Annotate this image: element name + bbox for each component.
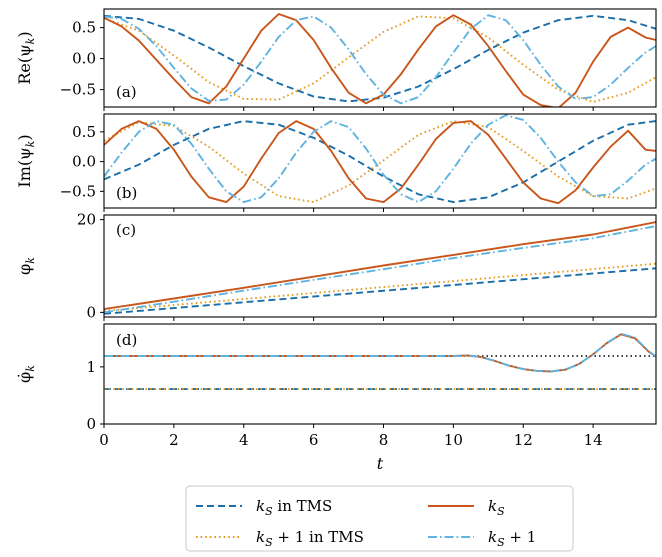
panel-label: (d) [116, 331, 137, 349]
series-kS1-line [104, 114, 656, 204]
legend-label-kS: kS [488, 497, 505, 518]
y-tick-label: 0.5 [72, 19, 96, 37]
panel-label: (a) [116, 83, 137, 101]
series-kS1-line [104, 14, 656, 105]
x-tick-label: 14 [584, 431, 603, 449]
y-tick-label: 0 [86, 415, 96, 433]
series-kS1_tms-line [104, 15, 656, 103]
panel-label: (b) [116, 184, 137, 202]
y-axis-label: Im(ψk) [15, 134, 37, 187]
series-kS-line [104, 13, 656, 107]
series-kS_tms-line [104, 14, 656, 103]
y-tick-label: 0 [86, 303, 96, 321]
y-tick-label: −0.5 [60, 182, 96, 200]
panel-c: 20 0 (c) φk [15, 211, 657, 321]
series-kS1_tms-line [104, 262, 656, 312]
panel-label: (c) [116, 221, 136, 239]
y-axis-label: φk [15, 257, 37, 275]
legend-label-kS_tms: kS in TMS [256, 497, 332, 518]
y-axis-label: Re(ψk) [15, 31, 37, 84]
y-tick-label: 0.0 [72, 153, 96, 171]
series-kS_tms-line [104, 267, 656, 315]
axes-frame [103, 323, 657, 425]
legend-label-kS1_tms: kS + 1 in TMS [256, 528, 364, 549]
series-kS1-line [104, 332, 656, 373]
series-kS1-line [104, 225, 656, 314]
y-tick-label: 1 [86, 358, 96, 376]
y-axis-label: φ̇k [15, 365, 37, 383]
axes-frame [103, 8, 657, 108]
legend-label-kS1: kS + 1 [488, 528, 536, 549]
y-tick-label: 0.0 [72, 50, 96, 68]
x-tick-label: 2 [169, 431, 179, 449]
x-tick-label: 4 [239, 431, 249, 449]
legend-box [185, 485, 574, 552]
y-tick-label: 0.5 [72, 123, 96, 141]
panel-b: 0.5 0.0 −0.5 (b) Im(ψk) [15, 113, 657, 212]
series-kS-line [104, 120, 656, 205]
x-tick-label: 0 [99, 431, 109, 449]
x-tick-label: 10 [444, 431, 463, 449]
panel-a: 0.5 0.0 −0.5 (a) Re(ψk) [15, 8, 657, 111]
series-kS-line [104, 221, 656, 311]
series-kS_tms-line [104, 120, 656, 204]
y-tick-label: −0.5 [60, 81, 96, 99]
x-tick-label: 8 [379, 431, 389, 449]
legend: kS in TMS kS kS + 1 in TMS kS + 1 [185, 485, 574, 552]
x-tick-label: 6 [309, 431, 319, 449]
x-axis-label: t [377, 454, 384, 473]
y-tick-label: 20 [77, 211, 96, 229]
x-tick-label: 12 [514, 431, 533, 449]
panel-d: 100 2 4 6 8 10 12 14(d)φ̇kt [15, 323, 657, 473]
axes-frame [103, 113, 657, 209]
series-kS1_tms-line [104, 120, 656, 204]
axes-frame [103, 214, 657, 318]
